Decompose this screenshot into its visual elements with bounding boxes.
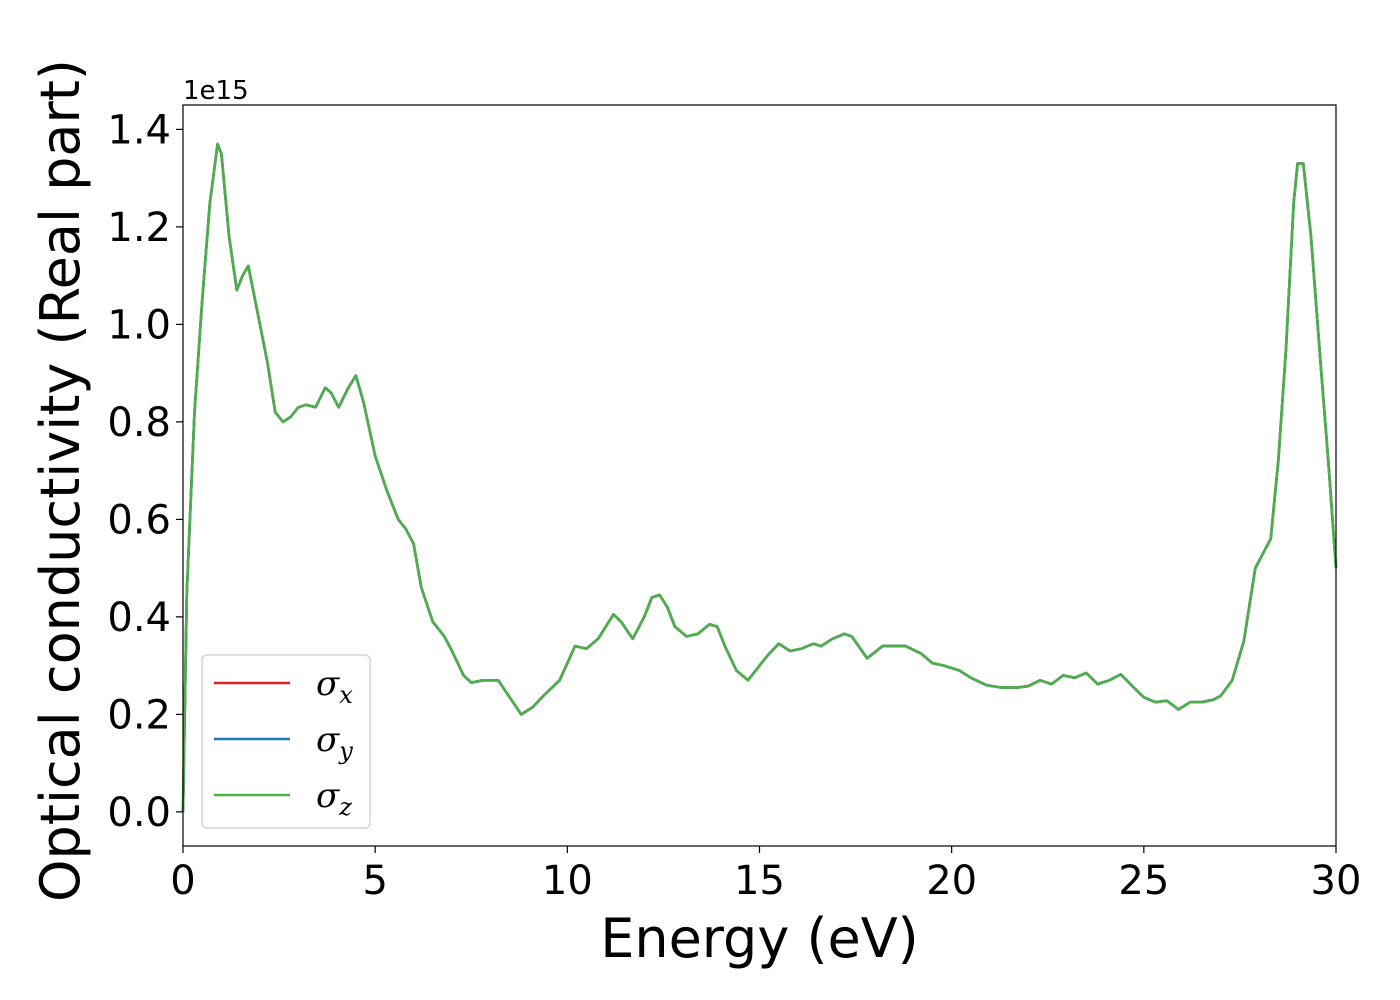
x-tick-label: 30 xyxy=(1311,858,1362,904)
y-axis-ticks: 0.0 0.2 0.4 0.6 0.8 1.0 1.2 1.4 xyxy=(107,107,183,836)
x-tick-label: 0 xyxy=(170,858,195,904)
legend-label-x: σx xyxy=(316,664,353,709)
x-tick-label: 5 xyxy=(362,858,387,904)
series-line-z xyxy=(181,142,1338,812)
y-tick-label: 0.8 xyxy=(107,400,171,446)
x-tick-label: 15 xyxy=(734,858,785,904)
y-tick-label: 1.0 xyxy=(107,302,171,348)
legend-label-y: σy xyxy=(316,720,353,765)
x-axis-label: Energy (eV) xyxy=(600,907,919,970)
y-axis-offset-label: 1e15 xyxy=(183,76,249,106)
y-tick-label: 0.6 xyxy=(107,497,171,543)
plot-lines xyxy=(181,142,1338,812)
y-tick-label: 0.0 xyxy=(107,790,171,836)
legend: σx σy σz xyxy=(201,654,371,829)
x-tick-label: 25 xyxy=(1118,858,1169,904)
legend-box xyxy=(201,654,371,829)
y-tick-label: 1.2 xyxy=(107,205,171,251)
x-axis-ticks: 0 5 10 15 20 25 30 xyxy=(170,846,1361,904)
legend-label-z: σz xyxy=(316,776,352,821)
y-tick-label: 1.4 xyxy=(107,107,171,153)
x-tick-label: 20 xyxy=(926,858,977,904)
x-tick-label: 10 xyxy=(542,858,593,904)
y-tick-label: 0.4 xyxy=(107,595,171,641)
y-axis-label: Optical conductivity (Real part) xyxy=(29,59,92,902)
y-tick-label: 0.2 xyxy=(107,692,171,738)
